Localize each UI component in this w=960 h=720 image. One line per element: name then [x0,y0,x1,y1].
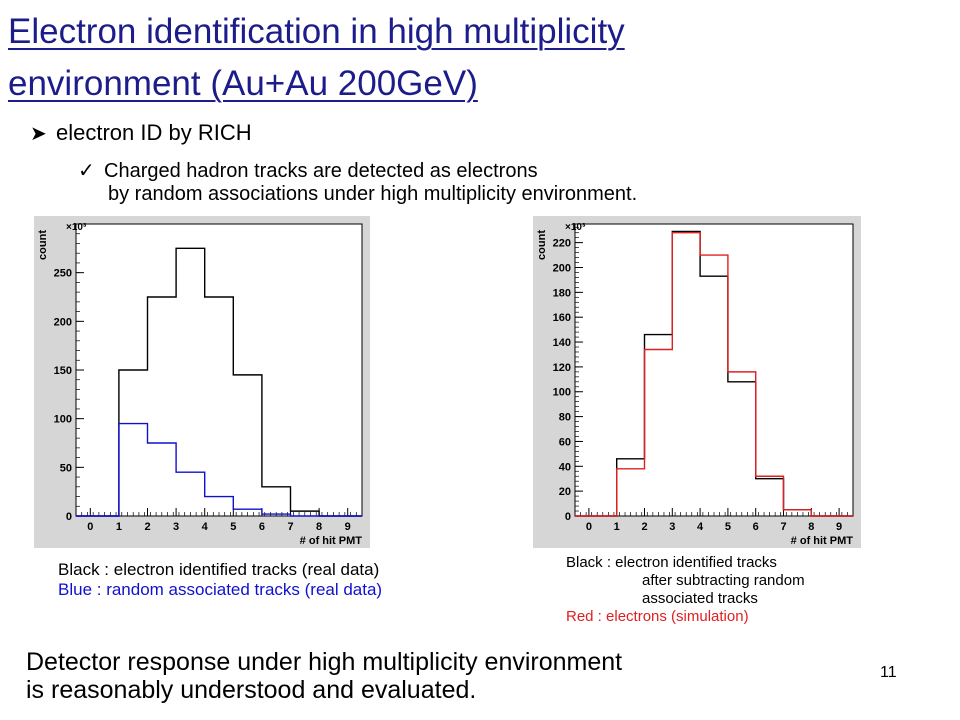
checkmark-icon: ✓ [78,160,95,182]
axes: 0 50 100 150 200 250 0 1 2 3 4 5 6 7 8 9 # of hit PMT cou… [37,222,363,547]
bullet-charged-hadron: ✓ Charged hadron tracks are detected as e… [78,160,637,206]
y-tick-label: 100 [553,387,571,399]
y-tick-label: 20 [559,486,571,498]
caption-right-red: Red : electrons (simulation) [566,608,749,625]
y-tick-label: 150 [54,365,72,377]
y-tick-label: 50 [60,462,72,474]
y-tick-label: 40 [559,461,571,473]
x-tick-label: 7 [780,521,786,533]
caption-right-black-2: after subtracting random [642,572,805,589]
slide-title: Electron identification in high multipli… [8,6,908,110]
caption-left: Black : electron identified tracks (real… [58,560,382,600]
y-axis-label: count [536,230,548,260]
multiplier-label: ×10³ [565,222,586,233]
caption-left-blue: Blue : random associated tracks (real da… [58,580,383,599]
multiplier-label: ×10³ [66,222,87,233]
bullet-2-line-1: Charged hadron tracks are detected as el… [104,160,538,182]
histogram-left: 0 50 100 150 200 250 0 1 2 3 4 5 6 7 8 9 # of hit PMT cou… [34,216,370,548]
y-tick-label: 120 [553,362,571,374]
y-tick-label: 100 [54,414,72,426]
y-tick-label: 140 [553,337,571,349]
y-tick-label: 200 [553,262,571,274]
y-tick-label: 0 [565,511,571,523]
x-tick-label: 1 [116,521,122,533]
x-tick-label: 1 [614,521,620,533]
x-tick-label: 2 [144,521,150,533]
histogram-svg: 0 50 100 150 200 250 0 1 2 3 4 5 6 7 8 9 # of hit PMT cou… [37,222,363,547]
caption-right-black-3: associated tracks [642,590,758,607]
x-axis-label: # of hit PMT [791,535,854,547]
conclusion-text: Detector response under high multiplicit… [26,648,846,704]
y-tick-label: 160 [553,312,571,324]
x-tick-label: 4 [202,521,209,533]
x-tick-label: 0 [586,521,592,533]
plot-frame [574,223,854,517]
histogram-svg: 0 20 40 60 80 100 120 140 160 180 200 220 0 1 2 3 4 5 6 7 8 9… [536,222,854,547]
arrow-bullet-icon: ➤ [30,123,47,145]
series-0-line [76,247,362,517]
x-tick-label: 8 [808,521,814,533]
series-1-line [76,422,362,517]
y-tick-label: 220 [553,238,571,250]
y-tick-label: 80 [559,412,571,424]
x-tick-label: 9 [345,521,351,533]
x-tick-label: 6 [259,521,265,533]
x-tick-label: 3 [173,521,179,533]
series-1-line [575,231,853,517]
caption-right: Black : electron identified tracks after… [566,554,805,626]
page-number: 11 [880,664,897,681]
x-tick-label: 9 [836,521,842,533]
y-tick-label: 60 [559,436,571,448]
y-tick-label: 180 [553,287,571,299]
x-tick-label: 8 [316,521,322,533]
x-axis-label: # of hit PMT [300,535,363,547]
y-tick-label: 250 [54,268,72,280]
y-tick-label: 0 [66,511,72,523]
title-line-1: Electron identification in high multipli… [8,12,625,51]
x-tick-label: 7 [287,521,293,533]
histogram-right: 0 20 40 60 80 100 120 140 160 180 200 220 0 1 2 3 4 5 6 7 8 9… [533,216,861,548]
x-tick-label: 5 [230,521,236,533]
conclusion-line-1: Detector response under high multiplicit… [26,648,623,676]
axes: 0 20 40 60 80 100 120 140 160 180 200 220 0 1 2 3 4 5 6 7 8 9… [536,222,854,547]
caption-right-black-1: Black : electron identified tracks [566,554,777,571]
x-tick-label: 0 [87,521,93,533]
y-tick-label: 200 [54,316,72,328]
bullet-1-text: electron ID by RICH [56,120,252,145]
title-line-2: environment (Au+Au 200GeV) [8,64,478,103]
x-tick-label: 6 [753,521,759,533]
y-axis-label: count [37,230,49,260]
x-tick-label: 3 [669,521,675,533]
conclusion-line-2: is reasonably understood and evaluated. [26,676,477,704]
x-tick-label: 2 [641,521,647,533]
x-tick-label: 4 [697,521,704,533]
bullet-2-line-2: by random associations under high multip… [108,183,638,205]
bullet-electron-id: ➤ electron ID by RICH [30,120,252,146]
caption-left-black: Black : electron identified tracks (real… [58,560,380,579]
x-tick-label: 5 [725,521,731,533]
